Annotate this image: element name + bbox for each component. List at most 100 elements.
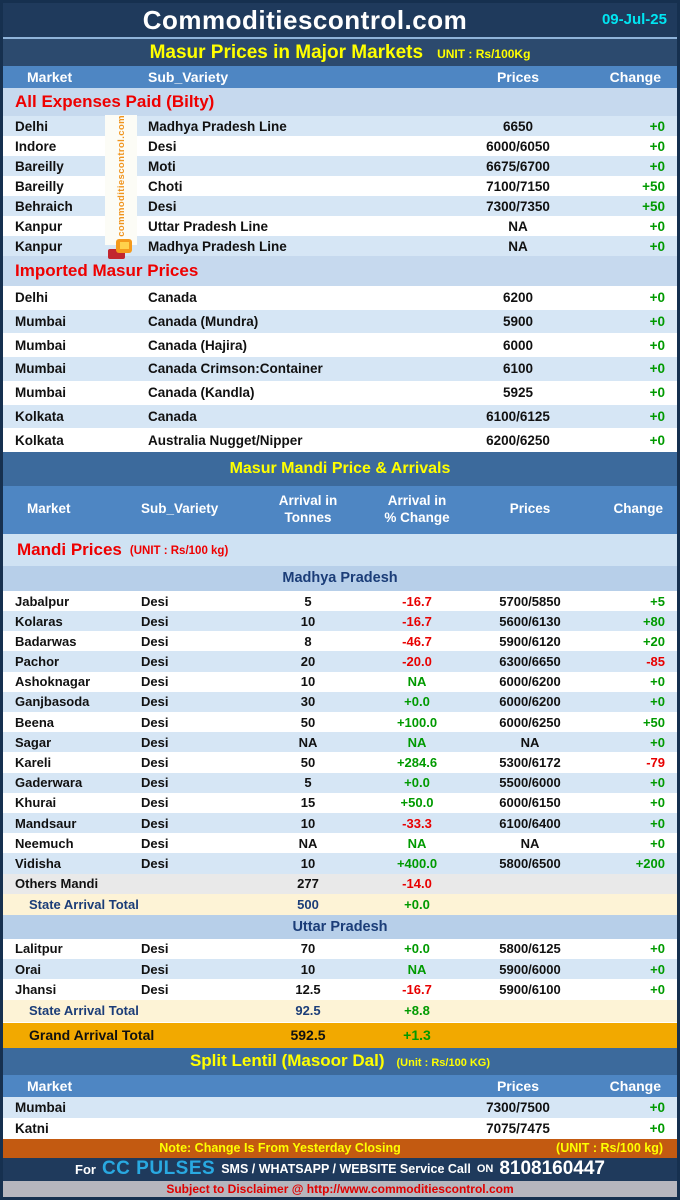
sub-variety-cell: Desi [148,138,177,154]
market-cell: Jabalpur [15,593,70,609]
market-cell: Gaderwara [15,775,83,791]
price-cell: 7075/7475 [486,1120,550,1136]
arrival-tonnes-cell: 10 [300,855,316,871]
table-row: Indore Desi 6000/6050 +0 [3,136,677,156]
sub-variety-cell: Desi [141,961,169,977]
table-row: Kolkata Canada 6100/6125 +0 [3,404,677,429]
logo-yellow-block [120,241,129,249]
arrival-tonnes-cell: 20 [300,654,316,670]
price-cell: NA [520,835,540,851]
column-prices: Prices [496,1077,540,1094]
market-cell: Ashoknagar [15,674,91,690]
price-cell: 6650 [502,118,534,134]
disclaimer-bar: Subject to Disclaimer @ http://www.commo… [3,1180,677,1197]
table-row: Jhansi Desi 12.5 -16.7 5900/6100 +0 [3,979,677,999]
change-cell: +0 [650,734,665,750]
table-row: Khurai Desi 15 +50.0 6000/6150 +0 [3,793,677,813]
sub-variety-cell: Desi [141,633,169,649]
price-cell: 7300/7350 [486,198,550,214]
change-cell: +0 [649,290,665,306]
arrival-tonnes-cell: 10 [300,674,316,690]
table-row: Katni 7075/7475 +0 [3,1118,677,1139]
price-cell: 5300/6172 [499,755,561,771]
arrival-pct-cell: +400.0 [396,855,438,871]
disclaimer-text: Subject to Disclaimer @ http://www.commo… [166,1181,514,1196]
table-row: Delhi Madhya Pradesh Line 6650 +0 [3,116,677,136]
major-markets-title: Masur Prices in Major Markets [149,41,424,63]
price-cell: 6200/6250 [486,432,550,448]
state-total-pct: +8.8 [404,1003,430,1019]
table-row: Delhi Canada 6200 +0 [3,286,677,310]
arrival-tonnes-cell: 12.5 [295,981,321,997]
market-cell: Kolaras [15,613,63,629]
arrival-pct-cell: -16.7 [402,981,432,997]
arrival-pct-cell: NA [407,961,427,977]
price-cell: 6000/6200 [499,674,561,690]
market-cell: Mandsaur [15,815,77,831]
arrival-tonnes-cell: 5 [304,593,312,609]
sub-variety-cell: Desi [141,674,169,690]
split-lentil-unit: (Unit : Rs/100 KG) [396,1056,491,1069]
price-cell: 6000/6200 [499,694,561,710]
market-cell: Mumbai [15,1099,67,1115]
price-cell: 5900/6100 [499,981,561,997]
arrival-pct-cell: +284.6 [396,755,438,771]
table-row: Mumbai Canada (Mundra) 5900 +0 [3,309,677,334]
top-header-bar: Commoditiescontrol.com 09-Jul-25 [3,3,677,39]
market-cell: Ganjbasoda [15,694,90,710]
contact-services: SMS / WHATSAPP / WEBSITE Service Call [221,1162,471,1177]
sub-variety-cell: Desi [141,815,169,831]
change-cell: +0 [650,941,665,957]
market-cell: Kolkata [15,432,64,448]
price-cell: 5925 [502,385,534,401]
market-cell: Mumbai [15,385,67,401]
split-lentil-column-header: Market Prices Change [3,1074,677,1097]
mandi-prices-unit: (UNIT : Rs/100 kg) [129,545,229,558]
arrival-tonnes-cell: 50 [300,755,316,771]
price-cell: NA [508,218,528,234]
sub-variety-cell: Desi [141,714,169,730]
madhya-pradesh-rows: Jabalpur Desi 5 -16.7 5700/5850 +5 Kolaras Desi… [3,591,677,915]
arrival-tonnes-cell: 8 [304,633,312,649]
market-cell: Mumbai [15,361,67,377]
table-row: Orai Desi 10 NA 5900/6000 +0 [3,958,677,980]
sub-variety-cell: Desi [141,613,169,629]
price-cell: NA [520,734,540,750]
sub-variety-cell: Desi [141,855,169,871]
major-markets-unit: UNIT : Rs/100Kg [437,47,531,61]
change-cell: +80 [642,613,665,629]
contact-for: For [75,1161,96,1177]
state-arrival-total-row: State Arrival Total 92.5 +8.8 [3,999,677,1022]
change-cell: +0 [649,314,665,330]
commoditiescontrol-icon [108,238,134,259]
market-cell: Beena [15,714,55,730]
table-row: Bareilly Choti 7100/7150 +50 [3,176,677,196]
sub-variety-cell: Madhya Pradesh Line [148,238,287,254]
price-cell: 5800/6125 [499,941,561,957]
contact-on: ON [476,1163,494,1176]
price-cell: 6300/6650 [499,654,561,670]
change-cell: +0 [649,118,665,134]
table-row: Kolaras Desi 10 -16.7 5600/6130 +80 [3,611,677,632]
split-lentil-title: Split Lentil (Masoor Dal) [189,1051,385,1071]
market-cell: Indore [15,138,57,154]
sub-variety-cell: Canada [148,290,197,306]
market-cell: Badarwas [15,633,77,649]
arrival-pct-cell: +100.0 [396,714,438,730]
change-cell: +20 [642,633,665,649]
table-row: Kanpur Uttar Pradesh Line NA +0 [3,216,677,236]
state-total-tonnes: 500 [297,896,319,912]
price-cell: 5800/6500 [499,855,561,871]
change-cell: +0 [649,408,665,424]
market-cell: Delhi [15,290,49,306]
site-title: Commoditiescontrol.com [142,4,468,35]
state-header-madhya-pradesh: Madhya Pradesh [3,565,677,591]
arrival-pct-cell: -20.0 [402,654,432,670]
change-cell: -79 [646,755,665,771]
arrival-pct-cell: +0.0 [404,775,430,791]
price-cell: 5900/6000 [499,961,561,977]
sub-variety-cell: Canada (Mundra) [148,314,259,330]
arrival-tonnes-cell: 30 [300,694,316,710]
column-arrival-pct-change: Arrival in % Change [363,493,471,527]
grand-arrival-total-row: Grand Arrival Total 592.5 +1.3 [3,1021,677,1048]
